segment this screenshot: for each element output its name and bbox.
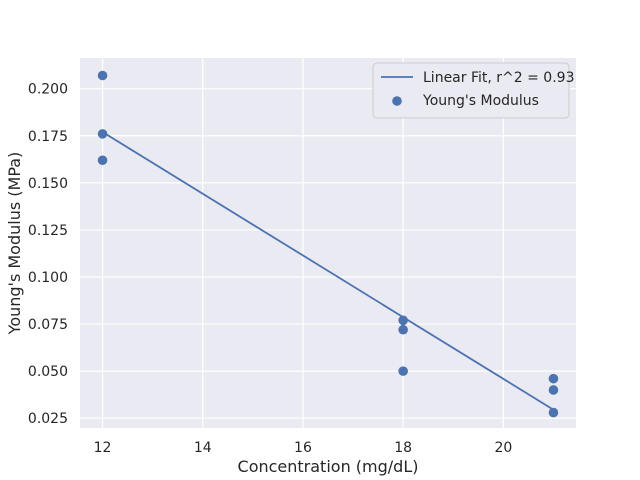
y-tick-label: 0.075: [28, 317, 68, 333]
y-tick-label: 0.200: [28, 82, 68, 98]
y-axis-label: Young's Modulus (MPa): [5, 152, 24, 336]
x-tick-label: 20: [494, 440, 512, 456]
x-axis-label: Concentration (mg/dL): [238, 457, 419, 476]
y-tick-label: 0.150: [28, 176, 68, 192]
legend-label: Young's Modulus: [422, 93, 539, 109]
scatter-point: [548, 373, 559, 384]
fit-line: [102, 131, 554, 411]
x-tick-label: 18: [394, 440, 412, 456]
chart-marks: [97, 70, 559, 418]
x-tick-label: 14: [194, 440, 212, 456]
scatter-point: [548, 407, 559, 418]
legend: Linear Fit, r^2 = 0.93 Young's Modulus: [372, 62, 574, 119]
x-tick-label: 12: [94, 440, 112, 456]
scatter-point: [398, 366, 408, 376]
scatter-point: [398, 324, 408, 335]
scatter-point: [548, 385, 559, 395]
x-tick-label: 16: [294, 440, 312, 456]
y-tick-label: 0.025: [28, 411, 68, 427]
legend-box: [372, 62, 570, 119]
grid: [80, 58, 576, 428]
y-tick-label: 0.125: [28, 223, 68, 239]
y-tick-label: 0.050: [28, 364, 68, 380]
plot-area: [80, 58, 576, 428]
tick-labels: 12 14 16 18 20 0.025 0.050 0.075 0.100 0.125 0.150…: [28, 82, 512, 456]
scatter-point: [97, 129, 108, 139]
y-tick-label: 0.100: [28, 270, 68, 286]
scatter-point: [97, 70, 108, 81]
legend-label: Linear Fit, r^2 = 0.93: [423, 70, 574, 86]
scatter-point: [97, 155, 108, 166]
legend-dot-marker: [392, 96, 402, 106]
scatter-point: [398, 315, 408, 326]
y-tick-label: 0.175: [28, 129, 68, 145]
